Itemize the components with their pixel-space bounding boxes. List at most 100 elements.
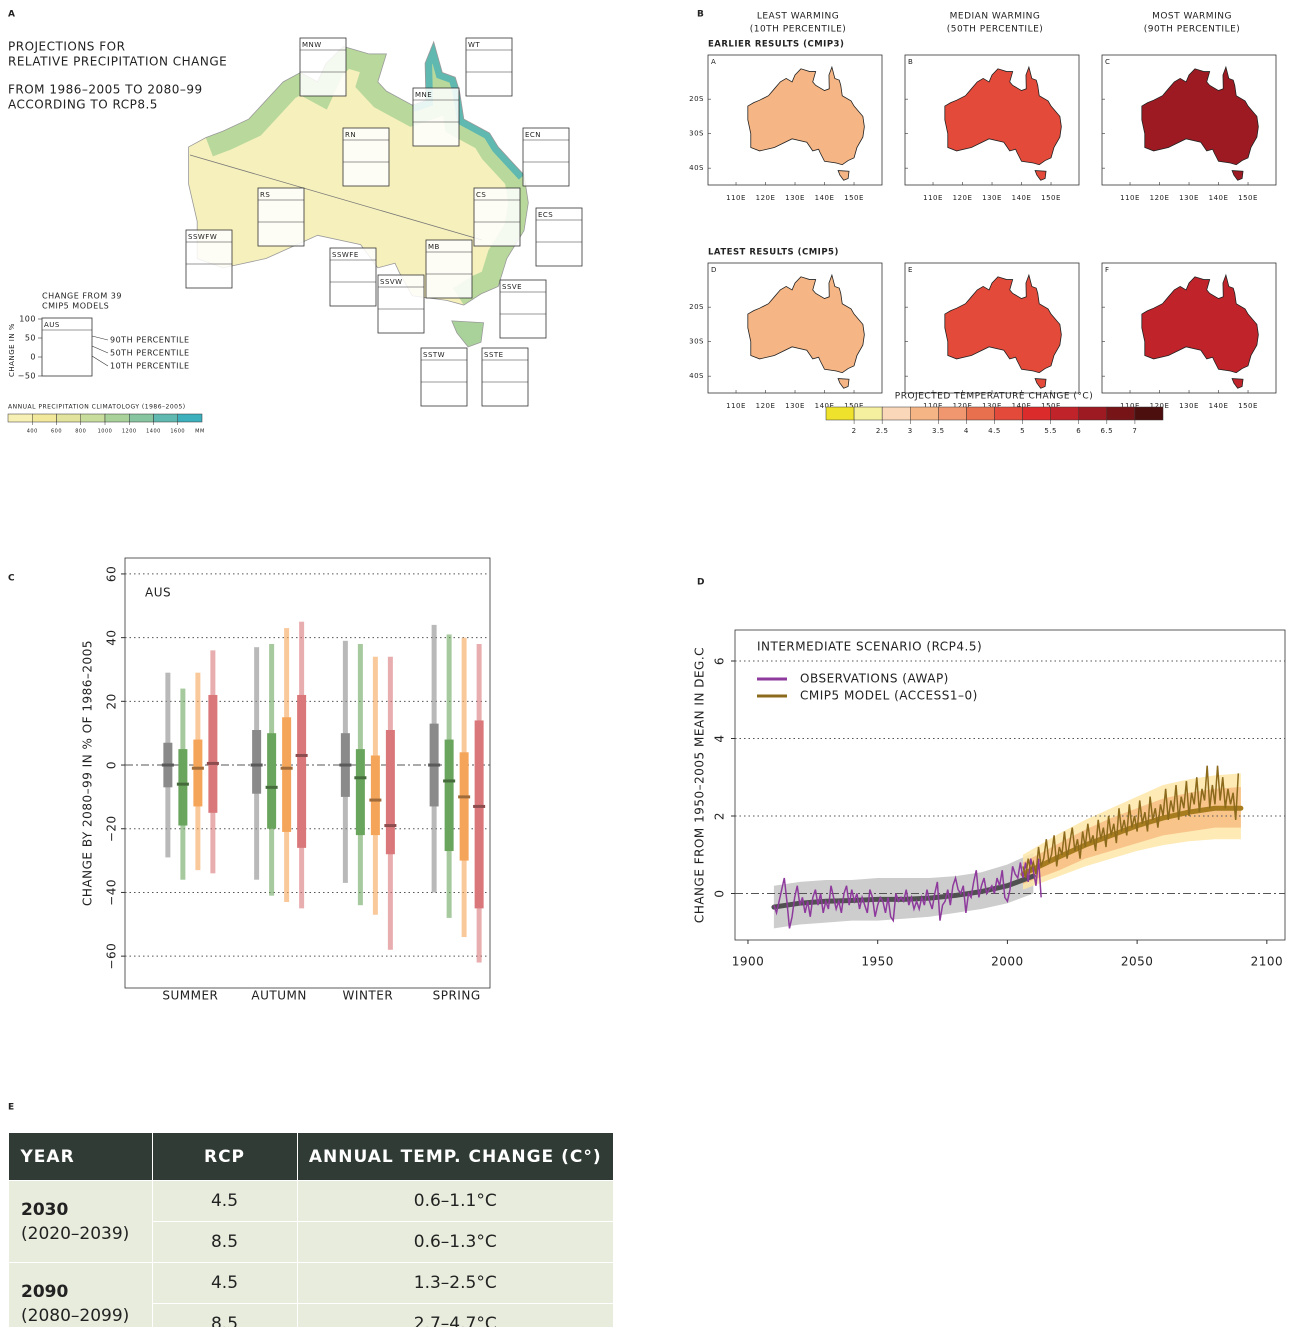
map-title: RELATIVE PRECIPITATION CHANGE [8, 55, 227, 69]
x-tick-label: SUMMER [162, 989, 218, 1003]
legend-title: CMIP5 MODELS [42, 302, 109, 311]
panel-label: D [697, 578, 705, 588]
colorbar-cell [177, 413, 203, 423]
lon-label: 120E [756, 194, 776, 202]
colorbar-cell [994, 406, 1023, 421]
lat-label: 20S [689, 95, 704, 103]
colorbar-cell [966, 406, 995, 421]
plot-frame [124, 557, 491, 989]
change-cell: 0.6–1.1°C [296, 1180, 614, 1222]
box [208, 694, 218, 813]
map-tasmania [1231, 378, 1244, 389]
y-tick-label: 6 [713, 657, 727, 665]
box [267, 733, 277, 829]
box [444, 739, 454, 852]
lon-label: 130E [1179, 402, 1199, 410]
panel-label: E [8, 1103, 15, 1113]
column-header: MOST WARMING [1152, 12, 1232, 22]
region-label: SSWFW [188, 233, 217, 241]
change-cell: 1.3–2.5°C [296, 1262, 614, 1304]
colorbar-cell [1106, 406, 1136, 421]
rcp-cell: 8.5 [151, 1303, 298, 1327]
series-line [1022, 765, 1240, 879]
box [355, 749, 365, 836]
region-label: SSVE [502, 283, 522, 291]
box [297, 694, 307, 848]
colorbar-tick-label: 5 [1020, 427, 1025, 435]
region-inset [257, 187, 305, 247]
colorbar-tick-label: 4 [964, 427, 969, 435]
period: (2080–2099) [21, 1305, 130, 1326]
colorbar-cell [853, 406, 883, 421]
region-inset [329, 247, 377, 307]
year: 2090 [21, 1281, 69, 1302]
legend-tick-label: −50 [18, 372, 36, 381]
colorbar-title: PROJECTED TEMPERATURE CHANGE (°C) [895, 392, 1093, 402]
region-inset [412, 87, 460, 147]
colorbar-tick-label: 400 [27, 429, 38, 435]
colorbar-title: ANNUAL PRECIPITATION CLIMATOLOGY (1986–2… [8, 404, 186, 411]
lon-label: 140E [1209, 402, 1229, 410]
colorbar-tick-label: 1600 [170, 429, 185, 435]
lon-label: 110E [726, 194, 746, 202]
region-inset [473, 187, 521, 247]
lon-label: 110E [1120, 194, 1140, 202]
y-tick-label: 40 [105, 629, 119, 645]
legend-tick-label: 50 [25, 334, 36, 343]
y-tick-label: 0 [105, 761, 119, 769]
colorbar-cell [938, 406, 967, 421]
table-row: 2030 (2020–2039) 4.5 0.6–1.1°C [8, 1180, 614, 1263]
region-label: ECN [525, 131, 541, 139]
colorbar-cell [56, 413, 81, 423]
lat-label: 30S [689, 338, 704, 346]
lon-label: 130E [982, 402, 1002, 410]
colorbar-tick-label: 1000 [98, 429, 113, 435]
legend-axis-label: CHANGE IN % [8, 323, 16, 377]
colorbar-cell [80, 413, 106, 423]
map-continent [944, 273, 1062, 374]
lon-label: 140E [815, 194, 835, 202]
box [252, 730, 262, 794]
map-letter: D [711, 266, 717, 274]
region-label: RN [345, 131, 356, 139]
region-label: MNE [415, 91, 432, 99]
series-line [773, 858, 1042, 929]
colorbar-tick-label: 2 [852, 427, 857, 435]
colorbar-cell [881, 406, 911, 421]
x-tick-label: WINTER [343, 989, 394, 1003]
x-tick-label: 2000 [991, 955, 1024, 969]
colorbar-tick-label: 1400 [146, 429, 161, 435]
region-label: SSWFE [332, 251, 359, 259]
row-header: EARLIER RESULTS (CMIP3) [708, 40, 844, 50]
box [282, 717, 292, 832]
box [370, 755, 380, 836]
y-tick-label: −40 [105, 879, 119, 906]
lon-label: 130E [785, 194, 805, 202]
lat-label: 30S [689, 130, 704, 138]
column-header: (90TH PERCENTILE) [1144, 25, 1241, 35]
colorbar-cell [129, 413, 154, 423]
range-band [773, 852, 1034, 929]
colorbar-cell [1078, 406, 1108, 421]
region-inset [185, 229, 233, 289]
lon-label: 140E [1209, 194, 1229, 202]
colorbar-tick-label: 600 [51, 429, 62, 435]
map-tasmania [1231, 170, 1244, 181]
header-cell: ANNUAL TEMP. CHANGE (C°) [297, 1133, 614, 1181]
percentile-label: 10TH PERCENTILE [110, 362, 190, 371]
region-label: WT [468, 41, 480, 49]
map-letter: B [908, 58, 913, 66]
x-tick-label: AUTUMN [251, 989, 306, 1003]
map-title: PROJECTIONS FOR [8, 40, 125, 54]
lat-label: 40S [689, 372, 704, 380]
map-continent [747, 65, 865, 166]
colorbar-cell [153, 413, 178, 423]
x-tick-label: 2100 [1251, 955, 1284, 969]
lat-label: 40S [689, 164, 704, 172]
map-title: ACCORDING TO RCP8.5 [8, 98, 158, 112]
colorbar-tick-label: 1200 [122, 429, 137, 435]
percentile-label: 90TH PERCENTILE [110, 336, 190, 345]
period: (2020–2039) [21, 1223, 130, 1244]
colorbar-cell [910, 406, 939, 421]
